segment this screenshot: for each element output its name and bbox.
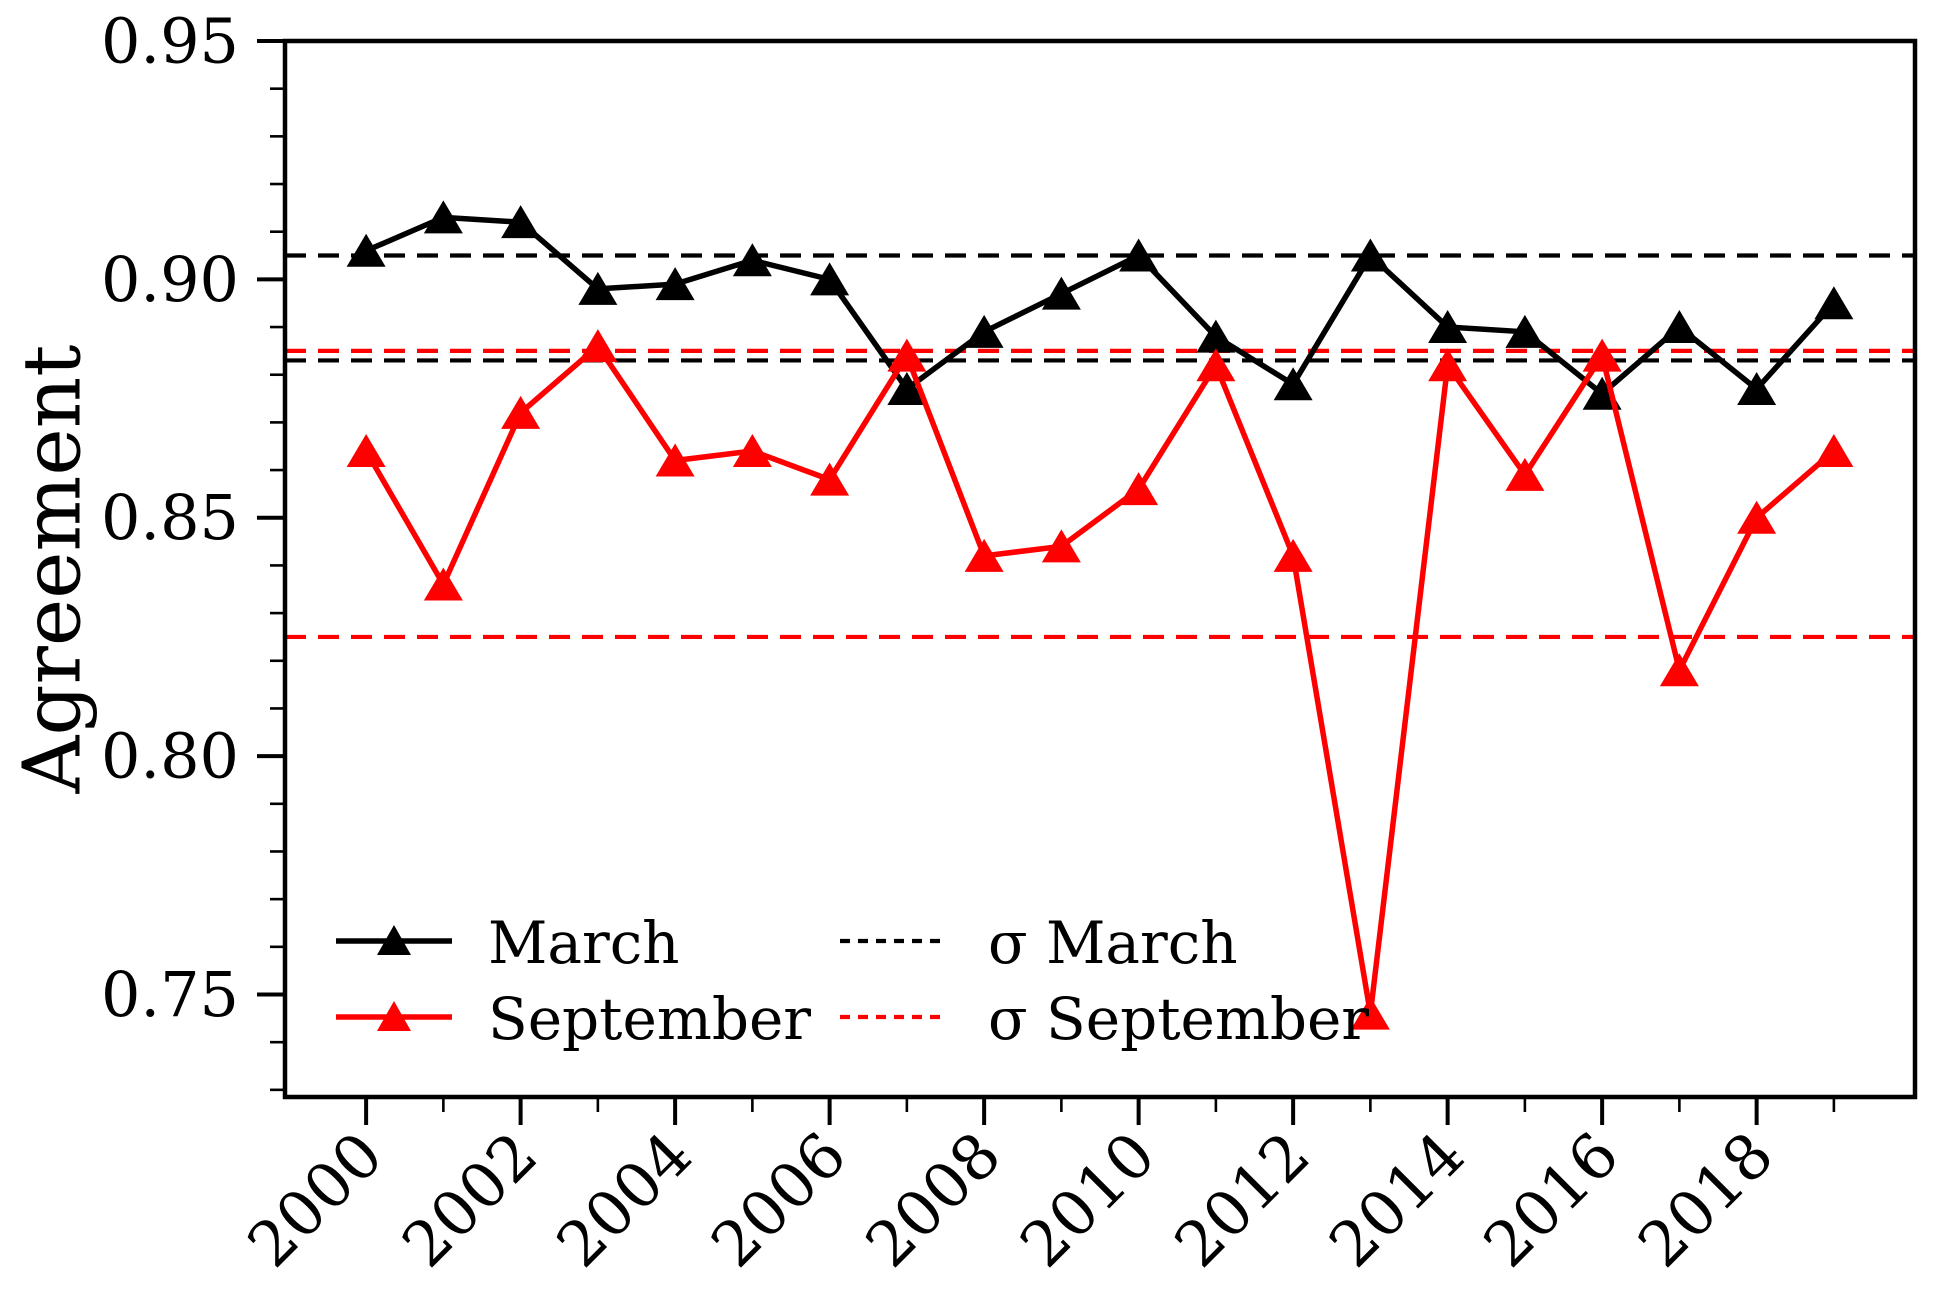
- svg-text:2008: 2008: [852, 1118, 1015, 1281]
- svg-text:0.85: 0.85: [101, 481, 239, 554]
- svg-text:2018: 2018: [1624, 1118, 1787, 1281]
- svg-text:2014: 2014: [1315, 1118, 1478, 1281]
- svg-text:0.90: 0.90: [101, 243, 239, 316]
- svg-text:2016: 2016: [1470, 1118, 1633, 1281]
- svg-text:2012: 2012: [1161, 1118, 1324, 1281]
- svg-text:0.80: 0.80: [101, 720, 239, 793]
- y-axis-label: Agreement: [5, 344, 99, 794]
- svg-text:2000: 2000: [234, 1118, 397, 1281]
- svg-text:2006: 2006: [697, 1118, 860, 1281]
- svg-text:2002: 2002: [388, 1118, 551, 1281]
- svg-text:2004: 2004: [543, 1118, 706, 1281]
- svg-text:0.95: 0.95: [101, 5, 239, 78]
- svg-text:0.75: 0.75: [101, 958, 239, 1031]
- svg-text:2010: 2010: [1006, 1118, 1169, 1281]
